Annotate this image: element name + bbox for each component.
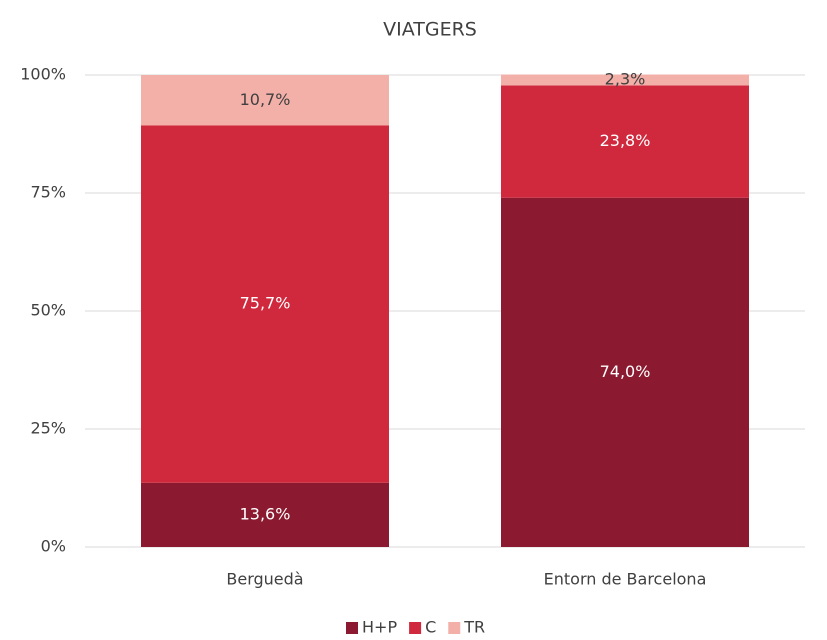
- y-tick-label: 100%: [20, 65, 66, 84]
- y-tick-label: 75%: [30, 183, 66, 202]
- legend-label: H+P: [362, 618, 397, 637]
- data-label: 10,7%: [240, 90, 291, 109]
- y-tick-label: 25%: [30, 419, 66, 438]
- data-label: 2,3%: [605, 69, 646, 88]
- bar-segment: [141, 75, 389, 126]
- legend-label: C: [425, 618, 436, 637]
- legend-label: TR: [463, 618, 485, 637]
- legend-swatch: [448, 622, 461, 634]
- x-tick-label: Berguedà: [226, 570, 303, 589]
- bar-segment: [501, 85, 749, 198]
- data-label: 13,6%: [240, 504, 291, 523]
- legend-swatch: [409, 622, 422, 634]
- bar-segment: [141, 482, 389, 547]
- bar-segment: [501, 197, 749, 547]
- data-label: 74,0%: [600, 362, 651, 381]
- y-tick-label: 50%: [30, 301, 66, 320]
- bar-segment: [141, 125, 389, 483]
- bar-segment: [501, 74, 749, 86]
- data-label: 75,7%: [240, 294, 291, 313]
- legend-swatch: [346, 622, 358, 634]
- y-tick-label: 0%: [41, 537, 66, 556]
- data-label: 23,8%: [600, 131, 651, 150]
- x-tick-label: Entorn de Barcelona: [544, 570, 707, 589]
- chart-title: VIATGERS: [383, 19, 477, 41]
